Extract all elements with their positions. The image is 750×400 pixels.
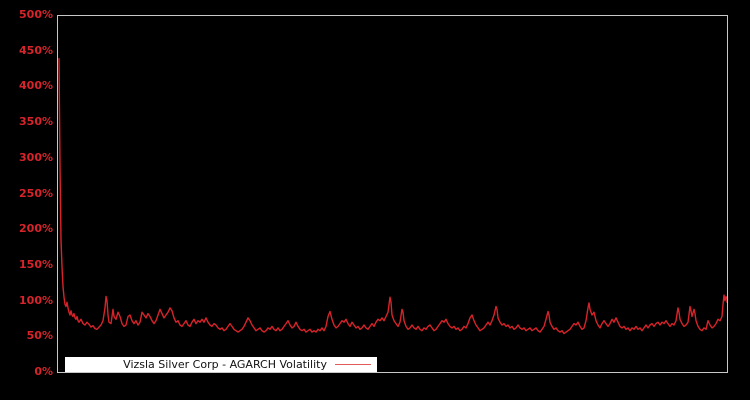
y-tick-label: 0% — [34, 365, 53, 378]
y-tick-label: 400% — [19, 79, 53, 93]
plot-area — [57, 15, 728, 373]
y-tick-label: 150% — [19, 257, 53, 271]
legend-line-sample — [335, 364, 371, 365]
y-tick-label: 250% — [19, 186, 53, 200]
plot-canvas — [58, 58, 727, 335]
y-tick-label: 200% — [19, 222, 53, 236]
legend-label: Vizsla Silver Corp - AGARCH Volatility — [123, 358, 327, 371]
y-tick-label: 500% — [19, 8, 53, 21]
y-tick-label: 100% — [19, 293, 53, 307]
y-tick-label: 350% — [19, 115, 53, 129]
y-tick-label: 450% — [19, 43, 53, 57]
y-tick-label: 50% — [26, 329, 53, 343]
y-tick-label: 300% — [19, 150, 53, 164]
chart-legend: Vizsla Silver Corp - AGARCH Volatility — [65, 357, 377, 372]
y-axis-tick-labels: 0% 50% 100% 150% 200% 250% 300% 350% 400% 450% 500… — [0, 0, 53, 400]
agarch-volatility-line — [58, 58, 727, 335]
